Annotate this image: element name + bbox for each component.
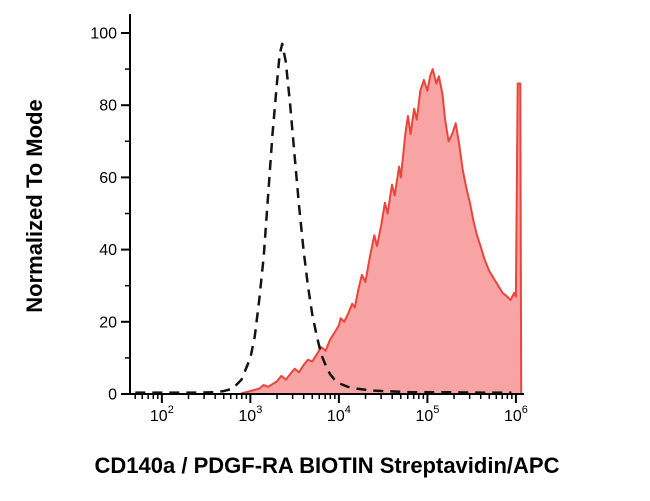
control-curve: [135, 42, 512, 394]
stained-sample-curve: [240, 68, 523, 395]
y-tick-label: 40: [99, 242, 117, 259]
x-tick-label: 104: [327, 404, 351, 425]
y-tick-label: 100: [90, 26, 117, 43]
y-tick-label: 0: [108, 387, 117, 404]
y-tick-label: 80: [99, 98, 117, 115]
y-axis-title: Normalized To Mode: [22, 99, 47, 313]
x-tick-label: 102: [150, 404, 174, 425]
x-tick-label: 105: [415, 404, 439, 425]
y-tick-label: 20: [99, 314, 117, 331]
x-axis-title: CD140a / PDGF-RA BIOTIN Streptavidin/APC: [95, 453, 560, 478]
x-tick-label: 103: [238, 404, 262, 425]
plot-area: 0 20 40 60 80 100 102 103 104 105 106: [90, 14, 528, 425]
y-tick-label: 60: [99, 170, 117, 187]
x-tick-label: 106: [504, 404, 528, 425]
